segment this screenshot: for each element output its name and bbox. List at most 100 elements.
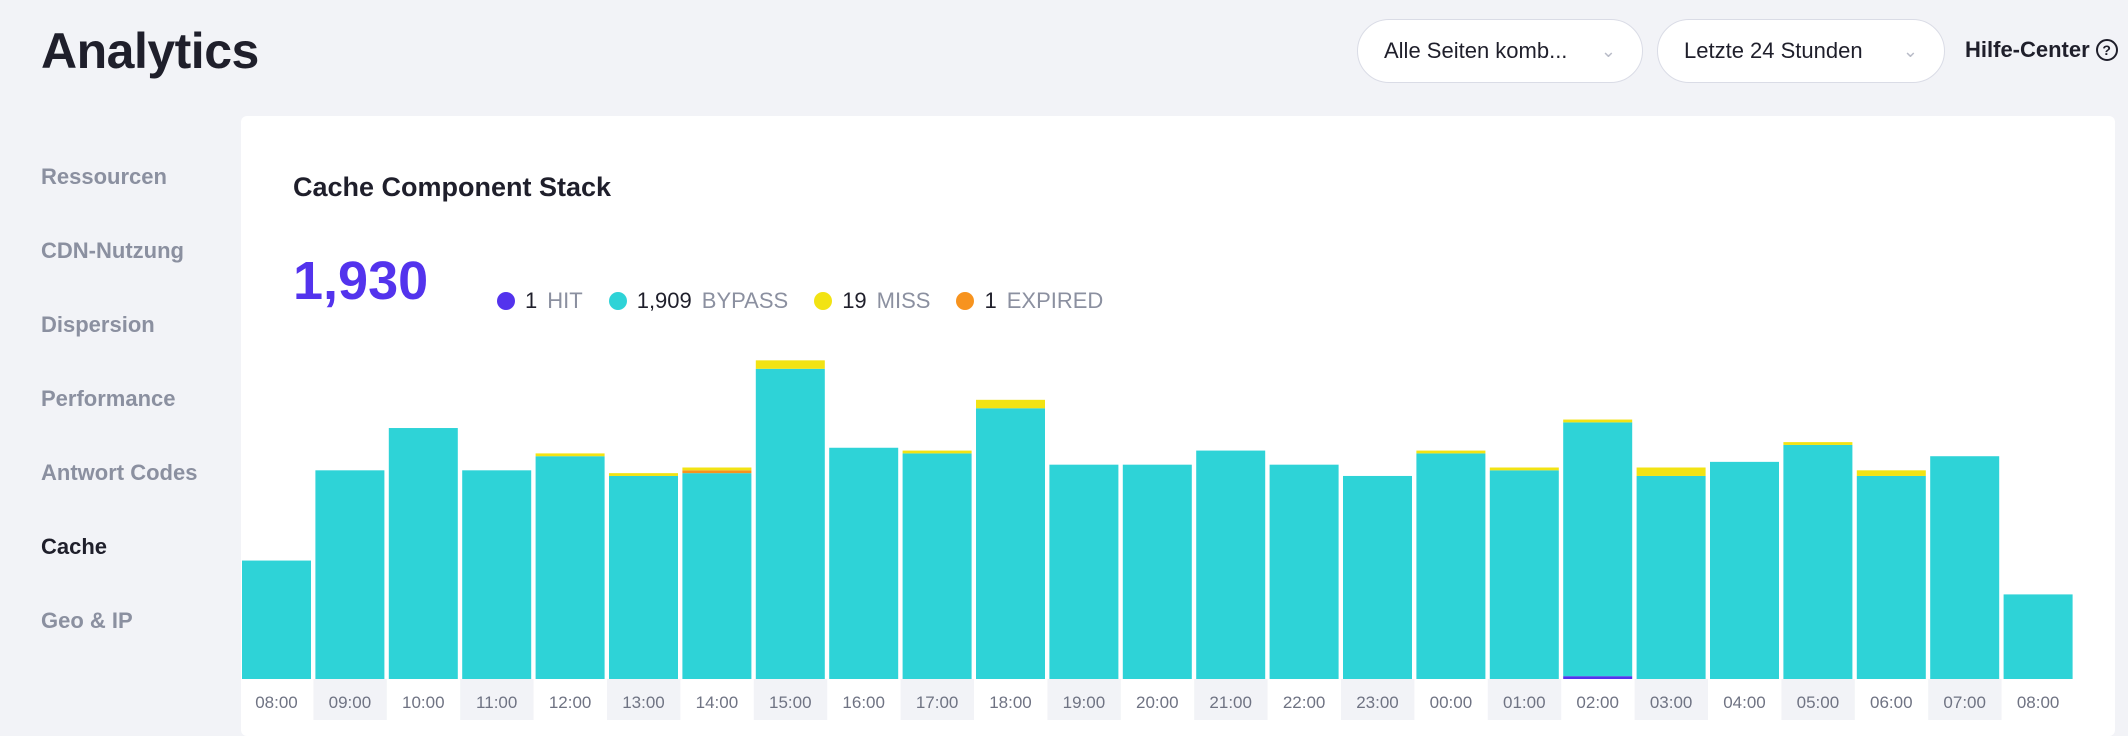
bar-miss[interactable] <box>609 473 678 476</box>
x-tick-label: 22:00 <box>1283 693 1326 712</box>
x-tick-label: 16:00 <box>842 693 885 712</box>
legend-miss[interactable]: 19 MISS <box>814 288 930 314</box>
bar-miss[interactable] <box>1636 467 1706 476</box>
bar-miss[interactable] <box>1416 450 1486 454</box>
expired-dot-icon <box>956 292 975 310</box>
bar-bypass[interactable] <box>1269 464 1339 679</box>
x-tick-label: 23:00 <box>1356 693 1399 712</box>
sidebar-item-performance[interactable]: Performance <box>41 386 176 411</box>
chart-legend: 1 HIT 1,909 BYPASS 19 MISS 1 EXPIRED <box>497 288 1103 314</box>
bar-bypass[interactable] <box>1343 475 1412 679</box>
time-range-value: Letzte 24 Stunden <box>1684 38 1863 63</box>
bar-bypass[interactable] <box>1710 461 1779 679</box>
bar-miss[interactable] <box>902 450 972 454</box>
bar-bypass[interactable] <box>535 456 605 679</box>
bar-bypass[interactable] <box>2003 594 2073 679</box>
legend-hit[interactable]: 1 HIT <box>497 288 583 314</box>
sidebar: Ressourcen CDN-Nutzung Dispersion Perfor… <box>41 160 197 678</box>
x-tick-label: 07:00 <box>1943 693 1986 712</box>
legend-count: 19 <box>842 288 867 313</box>
legend-label: HIT <box>547 288 583 313</box>
miss-dot-icon <box>814 292 833 310</box>
bar-bypass[interactable] <box>755 368 825 679</box>
bar-bypass[interactable] <box>682 473 752 679</box>
x-tick-band <box>1487 679 1562 720</box>
x-tick-band <box>1928 679 2002 720</box>
sidebar-item-cache[interactable]: Cache <box>41 534 108 559</box>
bar-miss[interactable] <box>755 360 825 369</box>
x-tick-band <box>1047 679 1121 720</box>
legend-label: MISS <box>876 288 931 313</box>
bar-miss[interactable] <box>682 467 752 471</box>
bar-bypass[interactable] <box>1489 470 1559 679</box>
x-tick-band <box>753 679 828 720</box>
bar-miss[interactable] <box>1856 470 1926 476</box>
bar-bypass[interactable] <box>1196 450 1266 679</box>
sidebar-item-geo-ip[interactable]: Geo & IP <box>41 608 133 633</box>
x-tick-label: 08:00 <box>2017 693 2060 712</box>
x-tick-label: 10:00 <box>402 693 445 712</box>
x-tick-band <box>313 679 387 720</box>
help-center-link[interactable]: Hilfe-Center ? <box>1965 37 2118 63</box>
time-range-select[interactable]: Letzte 24 Stunden ⌄ <box>1657 19 1945 83</box>
legend-count: 1 <box>984 288 997 313</box>
legend-label: EXPIRED <box>1006 288 1104 313</box>
x-tick-label: 08:00 <box>255 693 298 712</box>
page-select-value: Alle Seiten komb... <box>1384 38 1568 63</box>
x-tick-label: 20:00 <box>1136 693 1179 712</box>
bar-bypass[interactable] <box>902 453 972 679</box>
x-tick-band <box>1634 679 1708 720</box>
bar-bypass[interactable] <box>1783 444 1853 679</box>
sidebar-item-ressourcen[interactable]: Ressourcen <box>41 164 167 189</box>
bar-bypass[interactable] <box>388 428 458 679</box>
bar-miss[interactable] <box>1489 467 1559 471</box>
x-tick-label: 14:00 <box>696 693 739 712</box>
bar-bypass[interactable] <box>976 408 1045 679</box>
x-tick-label: 18:00 <box>989 693 1032 712</box>
x-tick-band <box>607 679 681 720</box>
bar-expired[interactable] <box>682 470 752 474</box>
bar-bypass[interactable] <box>1563 422 1633 677</box>
help-center-label: Hilfe-Center <box>1965 37 2090 62</box>
sidebar-item-cdn-nutzung[interactable]: CDN-Nutzung <box>41 238 184 263</box>
bar-miss[interactable] <box>1563 419 1633 423</box>
bar-bypass[interactable] <box>829 447 899 679</box>
x-tick-label: 12:00 <box>549 693 592 712</box>
x-tick-label: 09:00 <box>329 693 372 712</box>
total-count: 1,930 <box>293 251 429 311</box>
bar-bypass[interactable] <box>1636 475 1706 679</box>
x-tick-label: 01:00 <box>1503 693 1546 712</box>
x-tick-band <box>1194 679 1268 720</box>
bypass-dot-icon <box>608 292 627 310</box>
x-tick-label: 02:00 <box>1576 693 1619 712</box>
x-tick-label: 05:00 <box>1797 693 1840 712</box>
bar-miss[interactable] <box>1783 442 1853 445</box>
bar-bypass[interactable] <box>1856 475 1926 679</box>
x-tick-label: 04:00 <box>1723 693 1766 712</box>
bar-bypass[interactable] <box>315 470 385 679</box>
bar-bypass[interactable] <box>462 470 532 679</box>
x-tick-band <box>460 679 534 720</box>
sidebar-item-dispersion[interactable]: Dispersion <box>41 312 155 337</box>
bar-bypass[interactable] <box>1930 456 2000 679</box>
x-tick-label: 17:00 <box>916 693 959 712</box>
bar-bypass[interactable] <box>242 560 311 679</box>
legend-bypass[interactable]: 1,909 BYPASS <box>608 288 789 314</box>
x-tick-label: 21:00 <box>1209 693 1252 712</box>
bar-bypass[interactable] <box>1049 464 1119 679</box>
legend-label: BYPASS <box>701 288 789 313</box>
bar-bypass[interactable] <box>609 475 678 679</box>
chevron-down-icon: ⌄ <box>1902 40 1918 61</box>
bar-bypass[interactable] <box>1122 464 1192 679</box>
sidebar-item-antwort-codes[interactable]: Antwort Codes <box>41 460 198 485</box>
chevron-down-icon: ⌄ <box>1600 40 1616 61</box>
bar-miss[interactable] <box>535 453 605 457</box>
page-select[interactable]: Alle Seiten komb... ⌄ <box>1357 19 1643 83</box>
x-tick-label: 15:00 <box>769 693 812 712</box>
bar-bypass[interactable] <box>1416 453 1486 679</box>
bar-miss[interactable] <box>976 399 1045 409</box>
bar-hit[interactable] <box>1563 676 1633 679</box>
legend-expired[interactable]: 1 EXPIRED <box>956 288 1103 314</box>
x-tick-band <box>900 679 974 720</box>
x-tick-band <box>1341 679 1415 720</box>
